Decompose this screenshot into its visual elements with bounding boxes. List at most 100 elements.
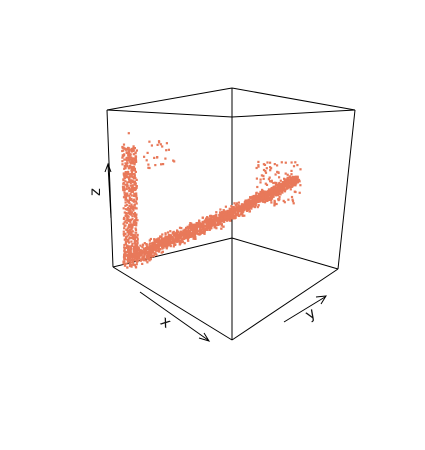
data-point — [160, 163, 163, 166]
data-point — [254, 196, 257, 200]
data-point — [237, 210, 240, 213]
data-point — [148, 242, 152, 245]
data-point — [267, 193, 270, 197]
data-point — [180, 233, 183, 236]
data-point — [136, 251, 139, 254]
data-point — [278, 198, 281, 201]
data-point — [268, 176, 271, 179]
data-point — [128, 218, 131, 221]
data-point — [210, 221, 213, 224]
data-point — [125, 156, 128, 159]
data-point — [162, 163, 165, 166]
data-point — [230, 212, 233, 215]
data-point — [133, 181, 136, 185]
data-point — [128, 236, 131, 239]
data-point — [228, 211, 231, 215]
data-point — [234, 204, 237, 207]
data-point — [208, 228, 211, 231]
data-point — [125, 228, 128, 231]
data-point — [134, 170, 137, 173]
data-point — [240, 207, 243, 210]
data-point — [127, 173, 130, 176]
data-point — [163, 241, 166, 244]
data-point — [187, 234, 190, 237]
data-point — [231, 212, 234, 215]
data-point — [135, 149, 138, 152]
data-point — [122, 256, 126, 259]
data-point — [129, 173, 132, 176]
data-point — [127, 148, 130, 151]
data-point — [274, 181, 277, 184]
data-point — [130, 188, 133, 191]
data-point — [126, 192, 129, 195]
data-point — [176, 229, 179, 232]
data-point — [235, 206, 238, 209]
data-point — [242, 210, 245, 213]
data-point — [263, 163, 267, 166]
data-point — [198, 223, 201, 226]
data-point — [296, 181, 299, 184]
data-point — [165, 247, 168, 250]
data-point — [150, 245, 153, 248]
data-point — [224, 205, 227, 208]
data-point — [162, 240, 165, 243]
data-point — [125, 235, 129, 238]
data-point — [262, 174, 265, 177]
data-point — [132, 200, 135, 203]
data-point — [131, 190, 135, 193]
data-point — [131, 173, 134, 176]
data-point — [233, 210, 236, 213]
data-point — [208, 217, 211, 220]
data-point — [129, 225, 133, 228]
data-point — [241, 204, 244, 207]
data-point — [135, 216, 138, 219]
data-point — [279, 179, 282, 182]
data-point — [143, 249, 146, 252]
data-point — [182, 230, 185, 234]
data-point — [192, 223, 195, 226]
data-point — [128, 226, 131, 229]
data-point — [123, 251, 126, 254]
data-point — [145, 243, 148, 246]
data-point — [287, 186, 290, 189]
data-point — [232, 206, 235, 209]
data-point — [257, 192, 261, 195]
data-point — [134, 256, 137, 260]
data-point — [283, 189, 286, 192]
data-point — [131, 167, 134, 171]
data-point — [204, 221, 207, 224]
data-point — [172, 245, 175, 248]
data-point — [231, 207, 234, 210]
data-point — [250, 202, 254, 205]
data-point — [145, 256, 149, 260]
data-point — [138, 251, 141, 254]
data-point — [133, 203, 136, 206]
data-point — [134, 155, 137, 158]
data-point — [271, 191, 274, 194]
data-point — [130, 265, 133, 268]
data-point — [276, 164, 279, 167]
data-point — [141, 262, 144, 265]
data-point — [139, 244, 142, 247]
data-point — [270, 201, 273, 204]
data-point — [124, 214, 127, 217]
data-point — [124, 257, 127, 261]
data-point — [122, 181, 125, 185]
data-point — [123, 217, 126, 220]
data-point — [149, 247, 152, 250]
data-point — [134, 220, 137, 223]
data-point — [214, 214, 217, 217]
data-point — [129, 220, 132, 224]
data-point — [264, 196, 267, 199]
y-axis-arrowhead — [315, 295, 327, 305]
data-point — [133, 239, 136, 242]
data-point — [290, 169, 293, 172]
data-point — [167, 237, 170, 240]
data-point — [122, 143, 126, 146]
data-point — [145, 259, 148, 262]
data-point — [270, 179, 273, 182]
data-point — [294, 161, 297, 164]
data-point — [257, 160, 260, 163]
data-point — [135, 198, 138, 201]
data-point — [136, 239, 139, 243]
